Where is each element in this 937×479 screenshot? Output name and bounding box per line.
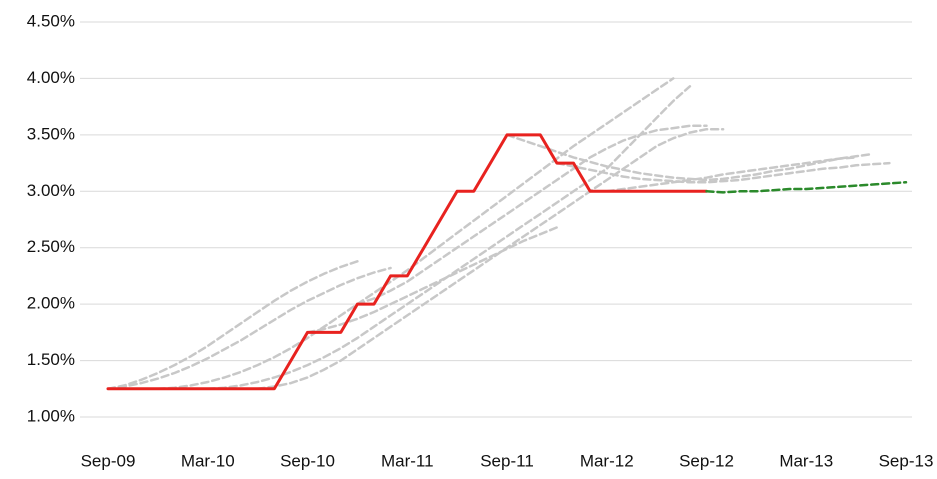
y-tick-label: 1.00% (27, 406, 75, 425)
x-tick-label: Mar-13 (779, 451, 833, 470)
x-tick-label: Sep-13 (879, 451, 934, 470)
line-series (505, 133, 875, 182)
line-series (106, 266, 392, 391)
line-series (256, 127, 725, 391)
x-tick-label: Sep-10 (280, 451, 335, 470)
line-series (106, 260, 359, 391)
line-series (555, 161, 891, 184)
line-series (356, 124, 708, 306)
y-tick-label: 2.00% (27, 294, 75, 313)
x-tick-label: Mar-10 (181, 451, 235, 470)
y-tick-label: 3.50% (27, 124, 75, 143)
line-series (705, 181, 908, 194)
y-tick-label: 3.00% (27, 181, 75, 200)
line-series (605, 156, 858, 193)
y-tick-label: 4.00% (27, 68, 75, 87)
line-series (106, 133, 708, 391)
line-series (206, 85, 692, 391)
y-tick-label: 2.50% (27, 237, 75, 256)
x-tick-label: Mar-11 (381, 451, 434, 470)
x-tick-label: Sep-09 (81, 451, 136, 470)
x-tick-label: Mar-12 (580, 451, 634, 470)
y-tick-label: 4.50% (27, 11, 75, 30)
line-series (306, 226, 559, 334)
x-tick-label: Sep-12 (679, 451, 734, 470)
y-tick-label: 1.50% (27, 350, 75, 369)
x-tick-label: Sep-11 (480, 451, 534, 470)
